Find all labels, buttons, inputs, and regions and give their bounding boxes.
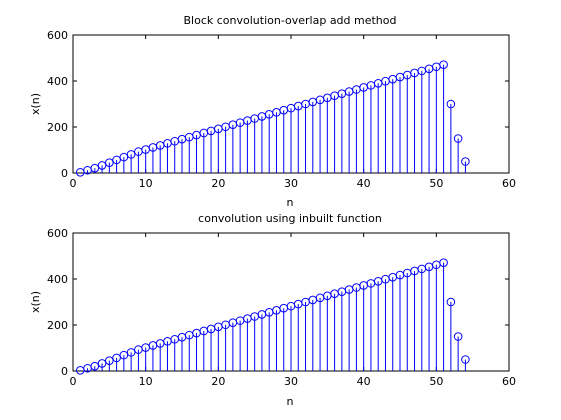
y-tick-label: 600 [47,227,68,240]
stem-marker [90,163,100,173]
stem-marker [105,158,114,167]
y-tick-label: 600 [47,29,68,42]
y-tick-label: 0 [61,167,68,180]
stem-marker [446,99,456,109]
data-series [75,258,470,375]
stem-marker [97,161,107,170]
stem-marker [453,332,463,341]
x-tick-label: 0 [70,177,77,190]
stem-marker [126,150,136,159]
x-tick-label: 50 [429,177,443,190]
x-tick-label: 60 [502,177,516,190]
x-axis-label: n [287,196,294,209]
y-tick-label: 200 [47,319,68,332]
x-tick-label: 20 [211,177,225,190]
x-tick-label: 40 [357,177,371,190]
stem-marker [126,348,136,357]
x-tick-label: 20 [211,375,225,388]
stem-marker [446,297,456,307]
x-tick-label: 10 [139,375,153,388]
y-axis-label: x(n) [29,93,42,115]
y-axis: 0 200 400 600 [47,227,509,378]
x-tick-label: 30 [284,375,298,388]
x-axis: 0 10 20 30 40 50 60 [70,233,516,388]
x-tick-label: 0 [70,375,77,388]
data-series [75,60,470,177]
chart-title: convolution using inbuilt function [198,212,382,225]
stem-marker [90,361,100,371]
x-tick-label: 10 [139,177,153,190]
x-tick-label: 40 [357,375,371,388]
stem-marker [439,258,448,267]
x-tick-label: 30 [284,177,298,190]
subplot-top: Block convolution-overlap add method 0 20… [29,14,516,209]
stem-marker [453,134,463,143]
stem-marker [461,355,470,364]
stem-marker [105,356,114,365]
y-axis-label: x(n) [29,291,42,313]
stem-marker [461,157,470,166]
stem-marker [112,353,121,363]
x-tick-label: 50 [429,375,443,388]
y-tick-label: 400 [47,75,68,88]
y-tick-label: 200 [47,121,68,134]
stem-marker [112,155,121,165]
x-axis: 0 10 20 30 40 50 60 [70,35,516,190]
subplot-bottom: convolution using inbuilt function 02004… [29,212,516,408]
y-tick-label: 400 [47,273,68,286]
x-axis-label: n [287,395,294,408]
stem-marker [439,60,448,69]
stem-marker [97,359,107,368]
y-tick-label: 0 [61,365,68,378]
y-axis: 0 200 400 600 [47,29,509,180]
stem-marker [119,152,129,162]
chart-title: Block convolution-overlap add method [184,14,397,27]
x-tick-label: 60 [502,375,516,388]
stem-marker [119,350,129,360]
